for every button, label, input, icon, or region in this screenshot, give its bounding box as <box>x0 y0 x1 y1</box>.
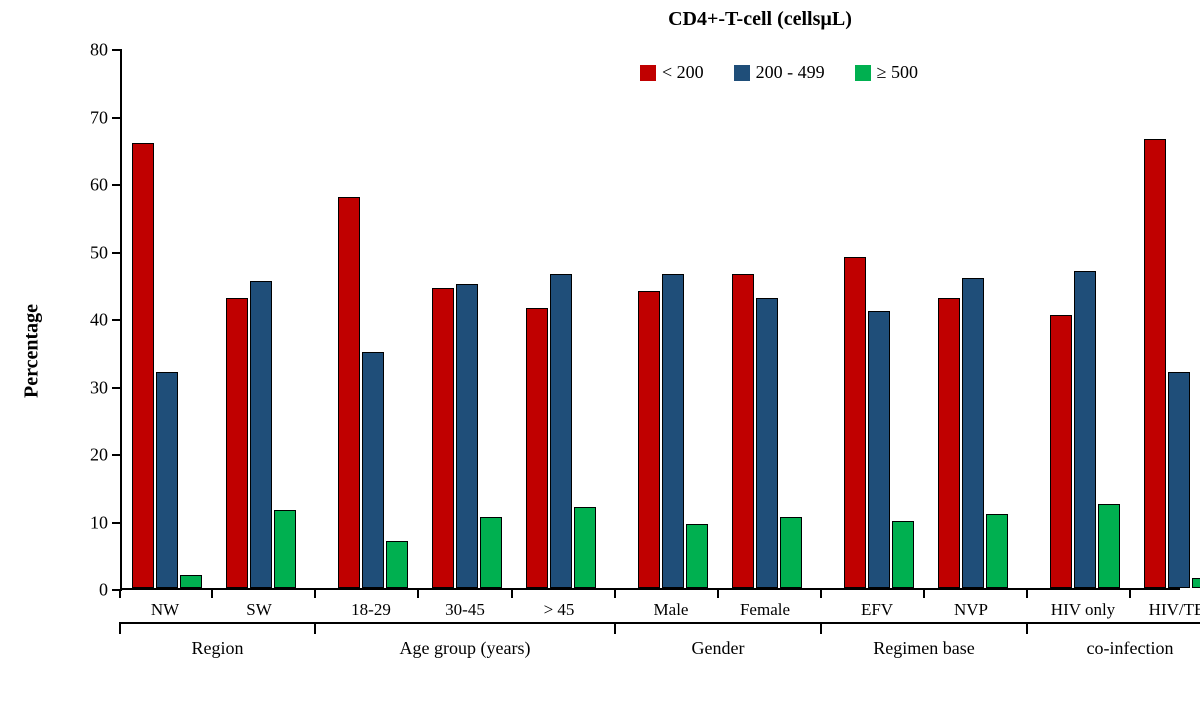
y-tick-label: 70 <box>68 107 108 128</box>
bar <box>1098 504 1120 588</box>
y-tick <box>112 454 122 456</box>
x-category-label: HIV only <box>1051 600 1115 620</box>
bars-layer <box>122 50 1180 588</box>
x-cat-tick <box>314 590 316 598</box>
bar <box>844 257 866 588</box>
bar <box>938 298 960 588</box>
bar <box>274 510 296 588</box>
bar <box>756 298 778 588</box>
bar <box>662 274 684 588</box>
x-category-label: HIV/TB <box>1149 600 1200 620</box>
x-cat-tick <box>820 590 822 598</box>
bar <box>132 143 154 589</box>
bar <box>638 291 660 588</box>
x-group-label: Regimen base <box>873 638 974 659</box>
x-category-label: EFV <box>861 600 893 620</box>
x-category-label: Male <box>654 600 689 620</box>
y-axis-title: Percentage <box>21 303 44 397</box>
bar <box>362 352 384 588</box>
bar <box>1192 578 1200 588</box>
x-cat-tick <box>211 590 213 598</box>
plot-area: 01020304050607080 <box>120 50 1180 590</box>
x-cat-tick <box>717 590 719 598</box>
chart-title: CD4+-T-cell (cellsµL) <box>0 8 1200 31</box>
y-tick-label: 10 <box>68 512 108 533</box>
bar <box>780 517 802 588</box>
y-tick <box>112 252 122 254</box>
bar <box>962 278 984 589</box>
bar <box>892 521 914 589</box>
bar <box>1074 271 1096 588</box>
bar <box>868 311 890 588</box>
x-category-label: NW <box>151 600 179 620</box>
x-cat-tick <box>511 590 513 598</box>
bar <box>686 524 708 588</box>
x-category-label: Female <box>740 600 790 620</box>
bar <box>250 281 272 588</box>
x-cat-tick <box>614 590 616 598</box>
y-tick-label: 50 <box>68 242 108 263</box>
y-tick-label: 40 <box>68 310 108 331</box>
bar <box>550 274 572 588</box>
bar <box>156 372 178 588</box>
y-tick <box>112 319 122 321</box>
bar <box>526 308 548 588</box>
x-cat-tick <box>1129 590 1131 598</box>
y-tick-label: 30 <box>68 377 108 398</box>
x-group-label: co-infection <box>1087 638 1174 659</box>
x-cat-tick <box>119 590 121 598</box>
bar <box>574 507 596 588</box>
chart-container: CD4+-T-cell (cellsµL) < 200200 - 499≥ 50… <box>0 0 1200 701</box>
bar <box>986 514 1008 588</box>
x-group-label: Gender <box>692 638 745 659</box>
x-category-label: 18-29 <box>351 600 391 620</box>
bar <box>226 298 248 588</box>
bar <box>386 541 408 588</box>
x-category-label: 30-45 <box>445 600 485 620</box>
x-axis-layer: NW SW 18-29 30-45 > 45 Male Female EFV NVP HIV on… <box>120 590 1180 690</box>
bar <box>432 288 454 588</box>
x-category-label: NVP <box>954 600 988 620</box>
bar <box>732 274 754 588</box>
x-group-line <box>120 622 1200 624</box>
x-category-label: > 45 <box>544 600 575 620</box>
y-tick-label: 60 <box>68 175 108 196</box>
bar <box>1168 372 1190 588</box>
y-tick-label: 0 <box>68 580 108 601</box>
x-group-label: Region <box>192 638 244 659</box>
y-tick-label: 80 <box>68 40 108 61</box>
x-cat-tick <box>1026 590 1028 598</box>
y-tick <box>112 184 122 186</box>
bar <box>1050 315 1072 588</box>
y-tick <box>112 49 122 51</box>
x-category-label: SW <box>246 600 272 620</box>
y-tick <box>112 522 122 524</box>
y-tick-label: 20 <box>68 445 108 466</box>
x-cat-tick <box>417 590 419 598</box>
bar <box>180 575 202 589</box>
bar <box>1144 139 1166 588</box>
y-tick <box>112 387 122 389</box>
bar <box>338 197 360 589</box>
x-group-label: Age group (years) <box>400 638 531 659</box>
bar <box>456 284 478 588</box>
bar <box>480 517 502 588</box>
x-cat-tick <box>923 590 925 598</box>
y-tick <box>112 117 122 119</box>
